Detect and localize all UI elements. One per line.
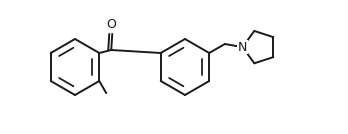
Text: N: N [238,41,247,54]
Text: O: O [106,18,116,31]
